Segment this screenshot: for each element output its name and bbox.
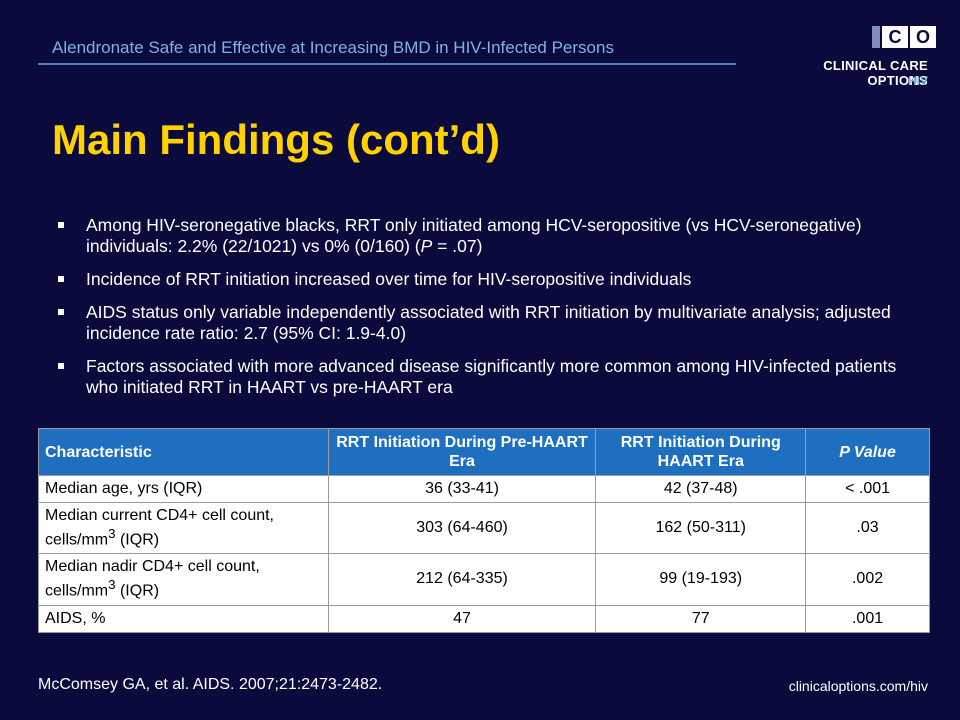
row-label: Median age, yrs (IQR) [38, 475, 329, 503]
row-label-tail: (IQR) [115, 582, 160, 600]
row-label: Median nadir CD4+ cell count, cells/mm3 … [38, 553, 329, 606]
header-title: Alendronate Safe and Effective at Increa… [52, 38, 614, 57]
header-haart: RRT Initiation During HAART Era [595, 428, 807, 476]
cell-pre-haart: 212 (64-335) [327, 553, 597, 606]
cco-logo-mark: C O [872, 26, 936, 48]
logo-name: CLINICAL CARE OPTIONS [823, 58, 928, 88]
table-row: AIDS, % 47 77 .001 [38, 604, 930, 633]
bullet-item: Among HIV-seronegative blacks, RRT only … [56, 215, 916, 257]
table-row: Median age, yrs (IQR) 36 (33-41) 42 (37-… [38, 475, 930, 503]
logo-box-c-left [872, 26, 880, 48]
header-divider [38, 63, 736, 65]
table-row: Median current CD4+ cell count, cells/mm… [38, 501, 930, 555]
cell-p-value: .03 [805, 501, 930, 555]
bullet-square-icon [58, 309, 64, 315]
cell-haart: 42 (37-48) [595, 475, 807, 503]
table-row: Median nadir CD4+ cell count, cells/mm3 … [38, 553, 930, 606]
row-label-sup: 3 [108, 577, 116, 593]
bullet-square-icon [58, 276, 64, 282]
bullet-item: Factors associated with more advanced di… [56, 356, 916, 398]
findings-table: Characteristic RRT Initiation During Pre… [38, 428, 930, 633]
bullet-text: Factors associated with more advanced di… [86, 356, 897, 397]
row-label: AIDS, % [38, 604, 329, 633]
bullet-text: Incidence of RRT initiation increased ov… [86, 269, 692, 289]
header-p-value: P Value [805, 428, 930, 476]
bullet-text: Among HIV-seronegative blacks, RRT only … [86, 215, 862, 256]
logo-sub: HIV [907, 74, 928, 88]
bullet-item: AIDS status only variable independently … [56, 302, 916, 344]
bullet-italic: P [420, 236, 433, 256]
footer-url: clinicaloptions.com/hiv [788, 678, 928, 694]
row-label: Median current CD4+ cell count, cells/mm… [38, 501, 329, 555]
cell-haart: 99 (19-193) [595, 553, 807, 606]
row-label-text: Median current CD4+ cell count, cells/mm [45, 507, 274, 549]
header-p-value-text: P Value [839, 443, 896, 461]
header-characteristic: Characteristic [38, 428, 329, 476]
cell-p-value: < .001 [805, 475, 930, 503]
logo-box-o: O [910, 26, 936, 48]
bullet-text: AIDS status only variable independently … [86, 302, 891, 343]
header-pre-haart: RRT Initiation During Pre-HAART Era [327, 428, 597, 476]
cell-haart: 77 [595, 604, 807, 633]
bullet-item: Incidence of RRT initiation increased ov… [56, 269, 916, 290]
cell-p-value: .001 [805, 604, 930, 633]
bullet-list: Among HIV-seronegative blacks, RRT only … [56, 215, 916, 410]
cell-pre-haart: 303 (64-460) [327, 501, 597, 555]
cell-pre-haart: 47 [327, 604, 597, 633]
logo-box-c: C [882, 26, 908, 48]
bullet-square-icon [58, 222, 64, 228]
slide-title: Main Findings (cont’d) [52, 116, 500, 163]
citation: McComsey GA, et al. AIDS. 2007;21:2473-2… [38, 676, 383, 693]
bullet-tail: = .07) [432, 236, 483, 256]
cell-pre-haart: 36 (33-41) [327, 475, 597, 503]
row-label-text: Median nadir CD4+ cell count, cells/mm [45, 558, 260, 600]
table-header-row: Characteristic RRT Initiation During Pre… [38, 428, 930, 476]
row-label-tail: (IQR) [115, 531, 160, 549]
cell-p-value: .002 [805, 553, 930, 606]
bullet-square-icon [58, 363, 64, 369]
row-label-sup: 3 [108, 526, 116, 541]
cell-haart: 162 (50-311) [595, 501, 807, 555]
